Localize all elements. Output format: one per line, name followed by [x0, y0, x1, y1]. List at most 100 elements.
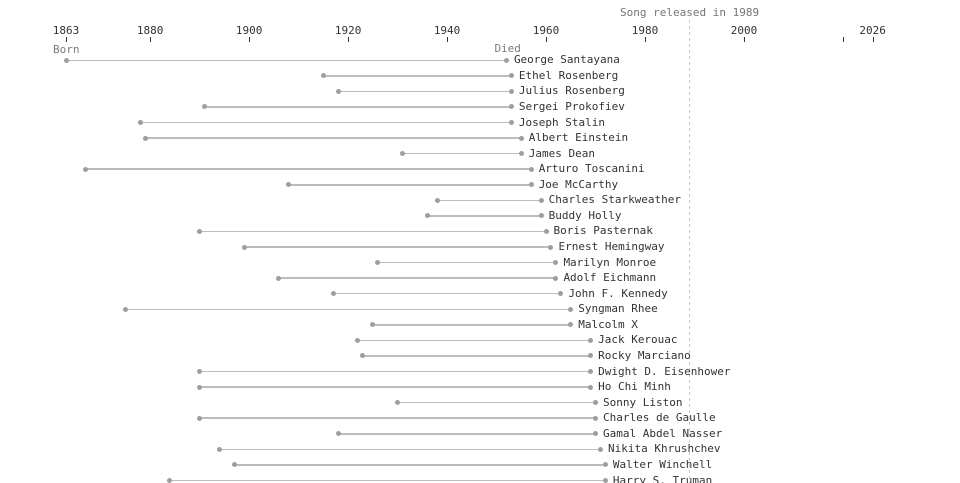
death-dot	[588, 369, 594, 375]
axis-tick-label: 1900	[235, 24, 263, 37]
birth-dot	[330, 291, 336, 297]
person-name-label: Ethel Rosenberg	[518, 68, 619, 82]
birth-dot	[375, 260, 381, 266]
lifespan-line	[333, 292, 561, 295]
lifespan-line	[145, 137, 522, 139]
person-name-label: Nikita Khrushchev	[607, 442, 721, 456]
birth-dot	[241, 244, 247, 250]
person-name-label: Buddy Holly	[548, 208, 622, 222]
person-name-label: Charles de Gaulle	[603, 411, 716, 425]
person-name-label: Gamal Abdel Nasser	[603, 426, 723, 440]
person-name-label: Jack Kerouac	[598, 333, 678, 347]
person-name-label: Ernest Hemingway	[558, 240, 665, 254]
lifespan-line	[199, 417, 596, 419]
axis-tick-mark	[447, 37, 449, 42]
birth-dot	[137, 120, 143, 126]
death-dot	[602, 478, 608, 483]
lifespan-line	[140, 121, 512, 124]
lifespan-line	[244, 246, 551, 248]
death-dot	[548, 244, 554, 250]
person-name-label: Dwight D. Eisenhower	[598, 364, 731, 378]
lifespan-line	[437, 199, 542, 202]
person-name-label: Albert Einstein	[528, 131, 629, 145]
lifespan-line	[234, 464, 606, 466]
lifespan-line	[427, 215, 542, 217]
axis-tick-mark	[66, 37, 67, 42]
death-dot	[597, 446, 603, 452]
death-dot	[538, 213, 544, 219]
birth-dot	[355, 337, 361, 343]
axis-tick-label: 1920	[334, 24, 362, 37]
axis-tick-label: 2026	[859, 24, 886, 37]
axis-tick-mark	[872, 37, 874, 42]
death-dot	[508, 104, 514, 110]
death-dot	[593, 431, 599, 437]
death-dot	[538, 197, 544, 203]
person-name-label: John F. Kennedy	[568, 286, 668, 300]
death-dot	[528, 182, 534, 188]
death-dot	[568, 322, 574, 328]
lifespan-line	[372, 324, 571, 326]
person-name-label: Charles Starkweather	[548, 193, 682, 207]
death-dot	[553, 275, 559, 281]
lifespan-line	[338, 433, 596, 435]
death-dot	[588, 384, 594, 390]
birth-dot	[83, 166, 89, 172]
birth-dot	[424, 213, 430, 219]
birth-dot	[370, 322, 376, 328]
person-name-label: James Dean	[528, 146, 596, 160]
lifespan-line	[377, 261, 556, 264]
birth-dot	[335, 431, 341, 437]
death-dot	[528, 166, 534, 172]
lifespan-line	[278, 277, 556, 279]
lifespan-line	[169, 479, 606, 482]
birth-dot	[320, 73, 326, 79]
axis-tick-mark	[249, 37, 251, 42]
person-name-label: Joe McCarthy	[538, 177, 619, 191]
axis-tick-mark	[645, 37, 647, 42]
death-dot	[553, 260, 559, 266]
lifespan-line	[288, 184, 532, 186]
birth-dot	[202, 104, 208, 110]
death-dot	[508, 120, 514, 126]
death-dot	[518, 135, 524, 141]
birth-dot	[216, 446, 222, 452]
death-dot	[508, 88, 514, 94]
death-dot	[593, 415, 599, 421]
person-name-label: Rocky Marciano	[598, 348, 691, 362]
person-name-label: Ho Chi Minh	[598, 380, 671, 394]
axis-tick-mark	[150, 37, 152, 42]
person-name-label: Marilyn Monroe	[563, 255, 657, 269]
lifespan-line	[204, 106, 512, 108]
birth-dot	[286, 182, 292, 188]
person-name-label: Boris Pasternak	[553, 224, 653, 238]
birth-dot	[360, 353, 366, 359]
song-year-dashed-line	[689, 20, 691, 483]
death-dot	[558, 291, 564, 297]
person-name-label: Harry S. Truman	[612, 473, 713, 483]
lifespan-line	[125, 308, 571, 311]
axis-tick-label: 1940	[433, 24, 461, 37]
birth-dot	[197, 369, 203, 375]
lifespan-line	[66, 59, 507, 62]
axis-tick-label: 2000	[730, 24, 758, 37]
death-dot	[518, 151, 524, 157]
birth-dot	[400, 151, 406, 157]
person-name-label: Sergei Prokofiev	[518, 99, 625, 113]
birth-dot	[197, 415, 203, 421]
birth-dot	[197, 228, 203, 234]
birth-dot	[395, 400, 401, 406]
lifespan-line	[219, 448, 601, 451]
lifespan-line	[338, 90, 512, 93]
birth-dot	[63, 57, 69, 63]
birth-dot	[122, 306, 128, 312]
axis-tick-mark	[743, 37, 745, 42]
birth-dot	[142, 135, 148, 141]
person-name-label: George Santayana	[513, 53, 620, 67]
lifespan-line	[85, 168, 532, 170]
axis-tick-mark	[842, 37, 844, 42]
person-name-label: Sonny Liston	[603, 395, 683, 409]
death-dot	[543, 228, 549, 234]
death-dot	[503, 57, 509, 63]
